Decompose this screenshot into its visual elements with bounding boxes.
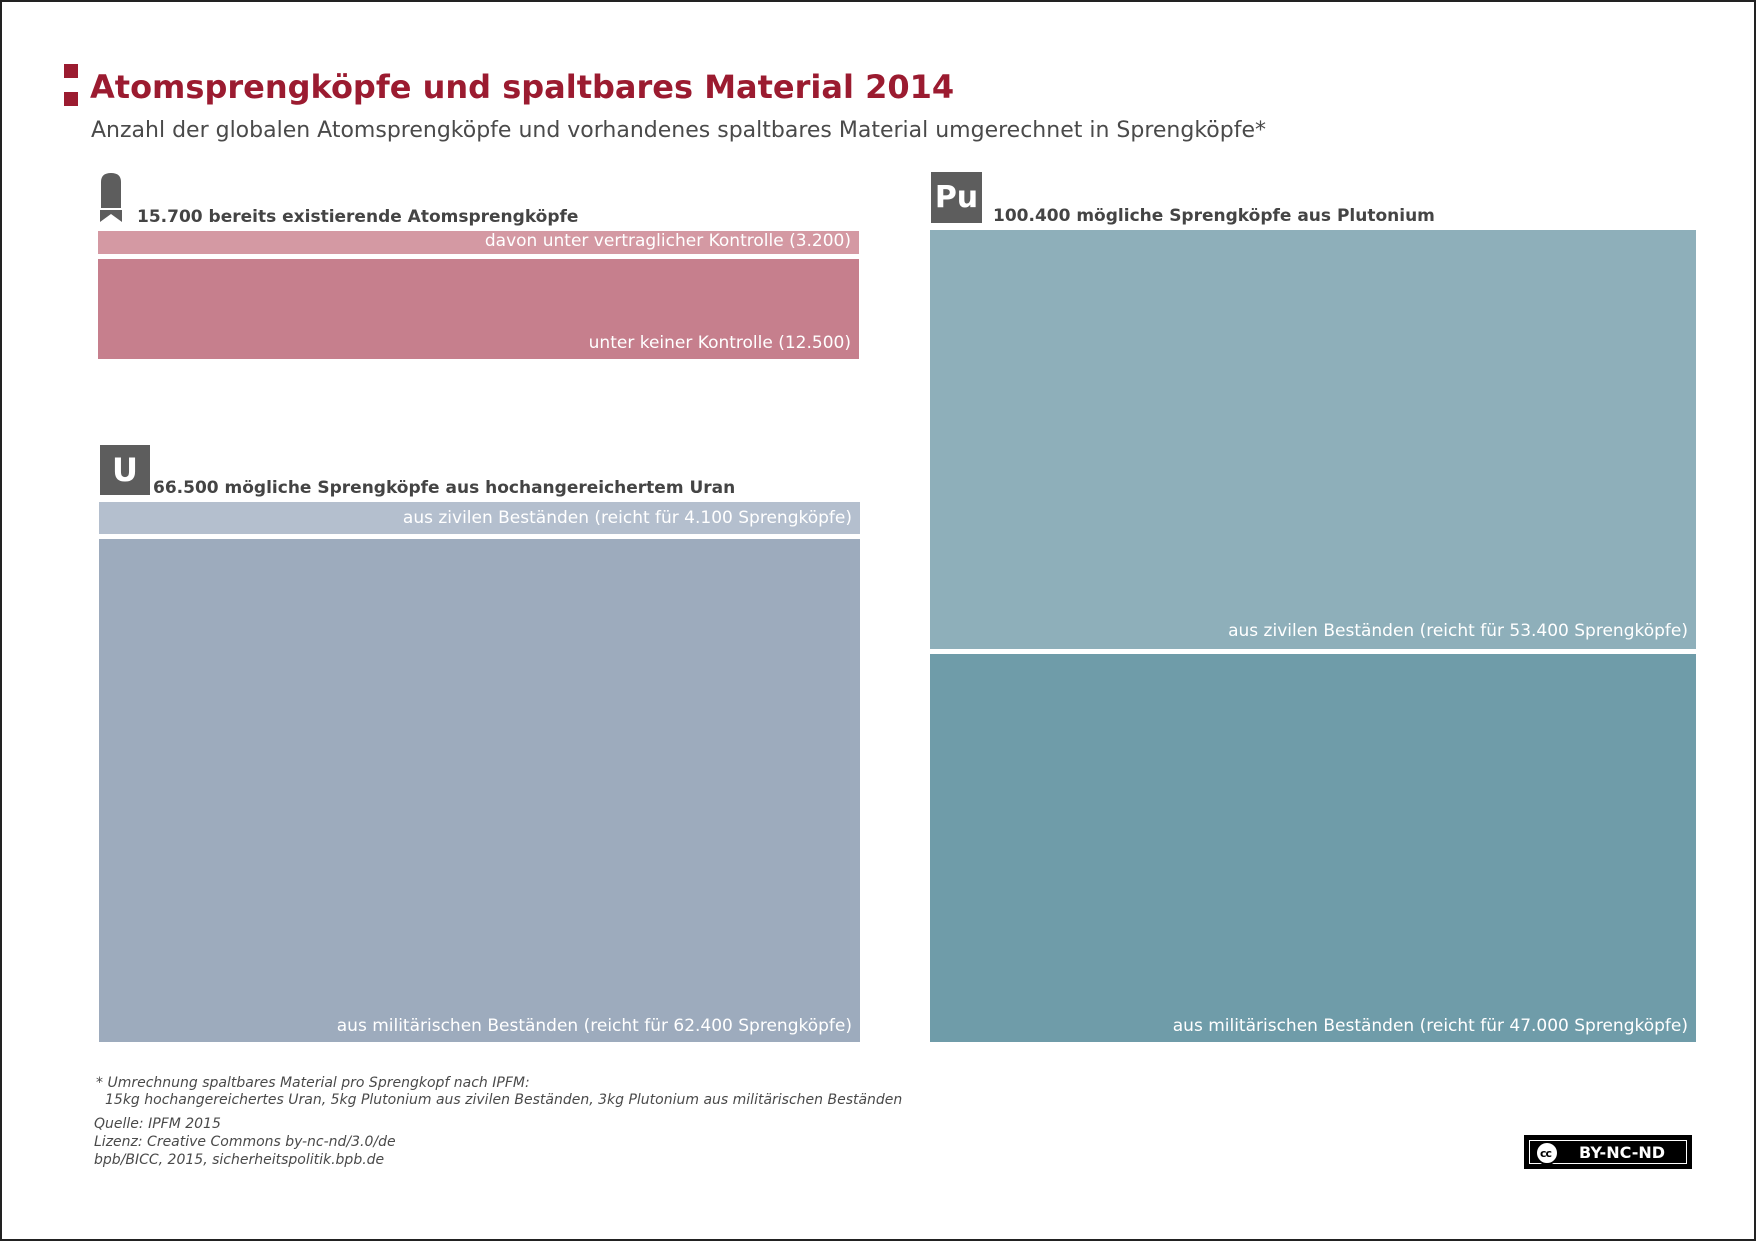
warheads-controlled-bar: davon unter vertraglicher Kontrolle (3.2… xyxy=(98,231,859,254)
footnote-line-2: 15kg hochangereichertes Uran, 5kg Pluton… xyxy=(105,1092,903,1108)
footnote-line-1: * Umrechnung spaltbares Material pro Spr… xyxy=(96,1075,530,1091)
warheads-section-title: 15.700 bereits existierende Atomsprengkö… xyxy=(137,207,579,227)
cc-badge-label: BY-NC-ND xyxy=(1579,1143,1666,1162)
plutonium-military-label: aus militärischen Beständen (reicht für … xyxy=(1172,1016,1688,1036)
uranium-civil-bar: aus zivilen Beständen (reicht für 4.100 … xyxy=(99,502,860,534)
cc-license-badge[interactable]: cc BY-NC-ND xyxy=(1524,1135,1692,1169)
plutonium-civil-label: aus zivilen Beständen (reicht für 53.400… xyxy=(1228,621,1688,641)
uranium-section-title: 66.500 mögliche Sprengköpfe aus hochange… xyxy=(153,478,736,498)
warheads-controlled-label: davon unter vertraglicher Kontrolle (3.2… xyxy=(484,231,851,251)
plutonium-civil-bar: aus zivilen Beständen (reicht für 53.400… xyxy=(930,230,1696,649)
plutonium-military-bar: aus militärischen Beständen (reicht für … xyxy=(930,654,1696,1042)
uranium-military-label: aus militärischen Beständen (reicht für … xyxy=(336,1016,852,1036)
uranium-military-bar: aus militärischen Beständen (reicht für … xyxy=(99,539,860,1042)
plutonium-element-icon: Pu xyxy=(931,172,982,223)
page-subtitle: Anzahl der globalen Atomsprengköpfe und … xyxy=(91,118,1266,143)
source-text: Quelle: IPFM 2015 xyxy=(94,1116,221,1132)
warhead-icon xyxy=(100,173,122,222)
uranium-civil-label: aus zivilen Beständen (reicht für 4.100 … xyxy=(402,508,852,528)
license-text: Lizenz: Creative Commons by-nc-nd/3.0/de xyxy=(94,1134,396,1150)
plutonium-section-title: 100.400 mögliche Sprengköpfe aus Plutoni… xyxy=(993,206,1435,226)
cc-icon: cc xyxy=(1535,1141,1559,1165)
warheads-uncontrolled-bar: unter keiner Kontrolle (12.500) xyxy=(98,259,859,359)
credit-text: bpb/BICC, 2015, sicherheitspolitik.bpb.d… xyxy=(94,1152,385,1168)
warheads-uncontrolled-label: unter keiner Kontrolle (12.500) xyxy=(588,333,851,353)
uranium-element-icon: U xyxy=(100,445,150,495)
title-marker xyxy=(64,64,78,106)
page-title: Atomsprengköpfe und spaltbares Material … xyxy=(90,68,955,106)
